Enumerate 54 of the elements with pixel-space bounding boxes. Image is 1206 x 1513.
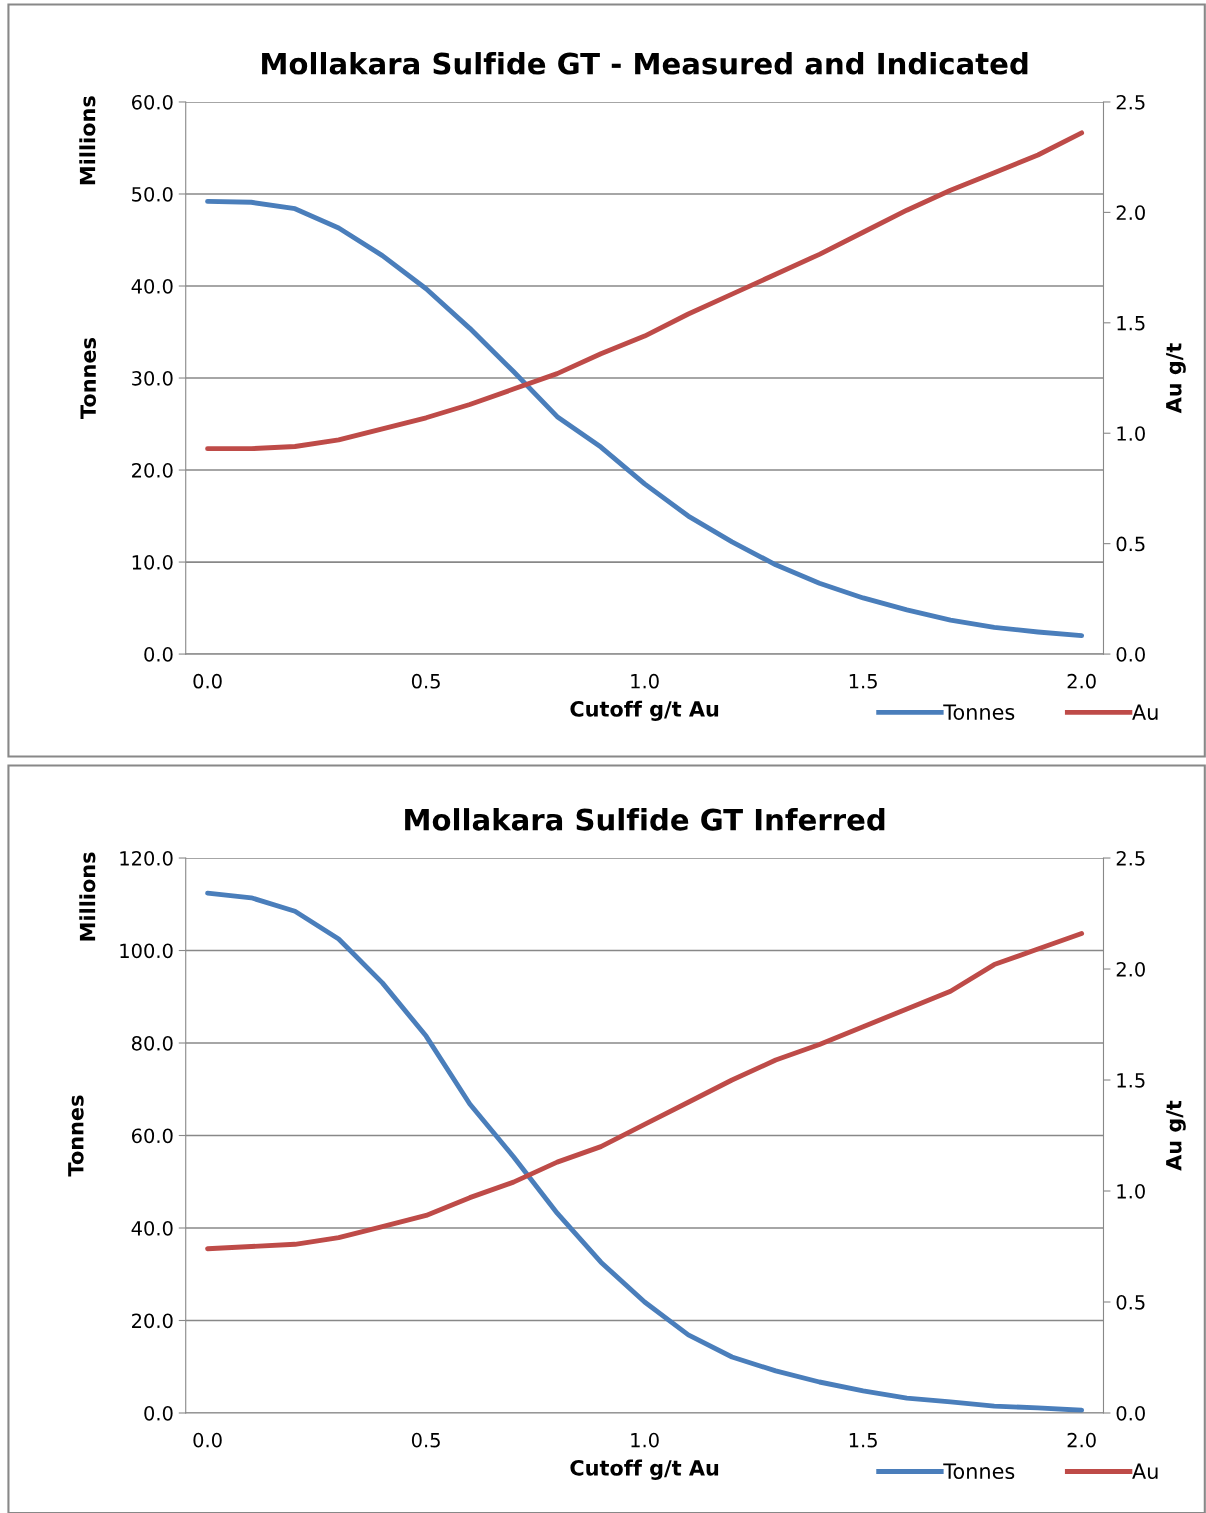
y2-tick-label: 2.0 — [1116, 205, 1145, 221]
y-axis-title: Tonnes — [80, 338, 97, 419]
y2-tick-label: 2.0 — [1116, 961, 1145, 977]
y-tick-label: 10.0 — [132, 555, 173, 570]
y-tick-label: 80.0 — [131, 1035, 173, 1051]
y-tick-label: 120.0 — [120, 850, 173, 866]
x-tick-label: 1.0 — [631, 673, 659, 689]
y-tick-label: 0.0 — [144, 647, 173, 662]
x-tick-label: 1.0 — [631, 1432, 659, 1448]
chart-title: Mollakara Sulfide GT Inferred — [405, 808, 885, 831]
y-tick-label: 100.0 — [120, 943, 173, 959]
y2-tick-label: 1.5 — [1117, 316, 1145, 331]
x-tick-label: 1.5 — [849, 1433, 877, 1448]
legend-label: Au — [1132, 1463, 1158, 1480]
x-axis-title: Cutoff g/t Au — [570, 700, 719, 721]
legend-label: Tonnes — [943, 1463, 1015, 1480]
text: Millions — [79, 96, 96, 185]
x-tick-label: 0.0 — [193, 673, 222, 689]
line-series — [205, 890, 1085, 1413]
y2-tick-label: 1.5 — [1117, 1073, 1145, 1088]
y-axis-title: Tonnes — [68, 1095, 84, 1177]
x-tick-label: 1.5 — [849, 674, 877, 689]
y2-tick-label: 1.0 — [1117, 426, 1145, 441]
x-axis-title: Cutoff g/t Au — [570, 1459, 719, 1480]
text: Millions — [79, 852, 96, 941]
line-series — [205, 931, 1085, 1252]
y2-tick-label: 0.0 — [1116, 647, 1145, 662]
y-tick-label: 20.0 — [132, 1313, 173, 1329]
x-tick-label: 0.0 — [193, 1432, 222, 1448]
y2-axis-title: Au g/t — [1166, 343, 1186, 414]
line-series — [205, 198, 1085, 639]
y2-tick-label: 0.5 — [1116, 536, 1145, 552]
x-tick-label: 0.5 — [411, 673, 440, 689]
y-tick-label: 40.0 — [131, 278, 173, 294]
x-tick-label: 2.0 — [1067, 1432, 1096, 1448]
y-tick-label: 60.0 — [131, 1128, 173, 1144]
line-series — [205, 130, 1085, 452]
x-tick-label: 2.0 — [1067, 673, 1096, 689]
y2-axis-title: Au g/t — [1166, 1100, 1186, 1171]
y-tick-label: 20.0 — [132, 462, 173, 478]
chart-title: Mollakara Sulfide GT - Measured and Indicated — [262, 52, 1028, 75]
y2-tick-label: 2.5 — [1116, 94, 1145, 110]
y2-tick-label: 0.0 — [1116, 1405, 1145, 1421]
y2-tick-label: 1.0 — [1117, 1183, 1145, 1199]
y-tick-label: 40.0 — [131, 1220, 173, 1236]
y-tick-label: 50.0 — [132, 186, 173, 202]
legend-label: Au — [1132, 704, 1158, 720]
y-tick-label: 30.0 — [132, 370, 173, 386]
x-tick-label: 0.5 — [411, 1432, 440, 1448]
y2-tick-label: 0.5 — [1116, 1294, 1145, 1310]
legend-label: Tonnes — [943, 704, 1015, 720]
y-tick-label: 0.0 — [144, 1405, 173, 1421]
y-tick-label: 60.0 — [131, 94, 173, 110]
y2-tick-label: 2.5 — [1116, 850, 1145, 866]
